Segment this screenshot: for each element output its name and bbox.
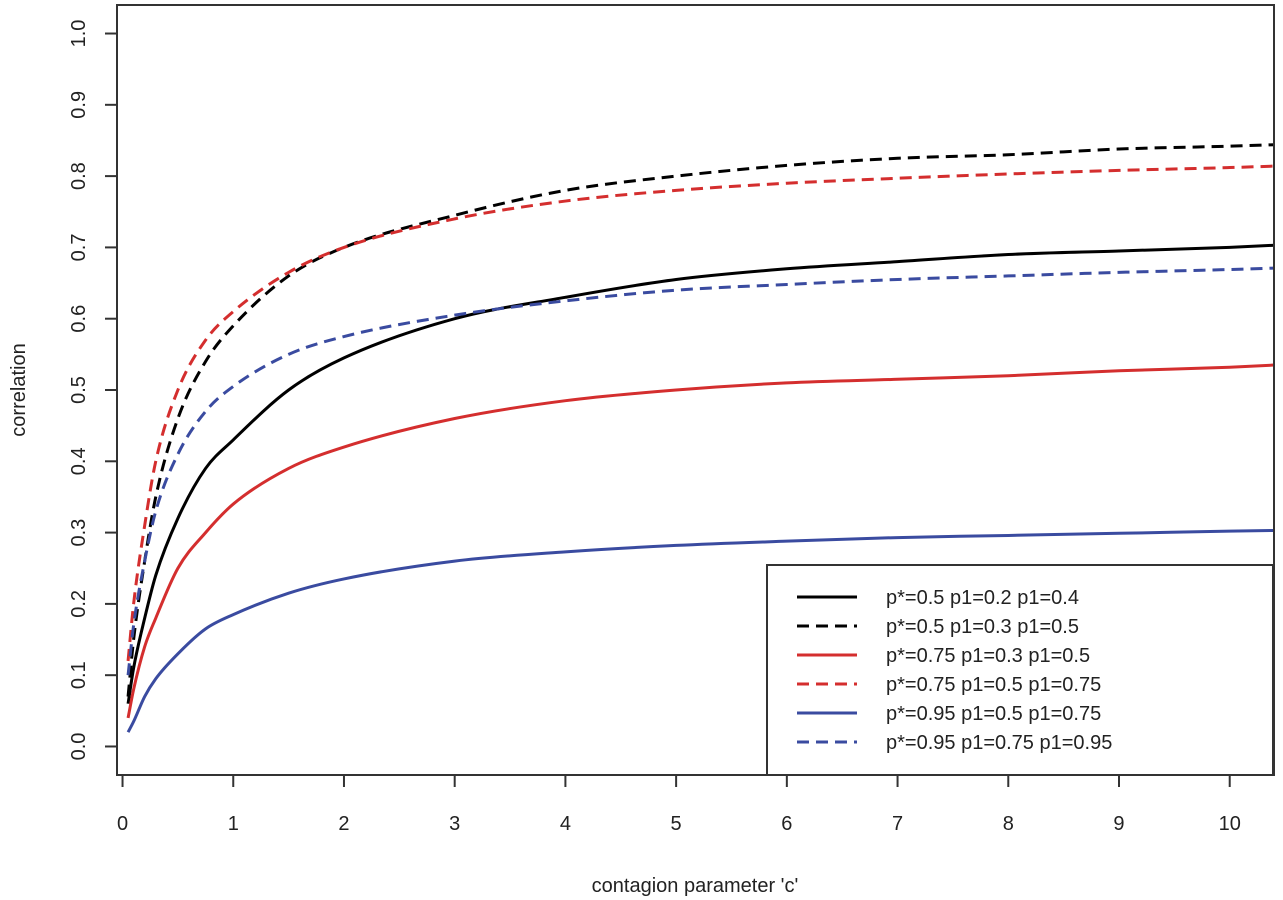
x-tick-label: 3 <box>449 813 460 835</box>
series-line <box>126 243 1275 704</box>
x-tick-label: 5 <box>671 813 682 835</box>
legend-label: p*=0.75 p1=0.5 p1=0.75 <box>886 674 1101 696</box>
x-axis-title: contagion parameter 'c' <box>592 875 799 897</box>
x-axis: 0 1 2 3 4 5 6 7 8 9 10 <box>117 775 1241 835</box>
x-tick-label: 2 <box>338 813 349 835</box>
y-tick-label: 0.0 <box>68 733 90 761</box>
y-axis-title: correlation <box>8 343 30 436</box>
series-lines <box>126 143 1275 733</box>
x-tick-label: 9 <box>1113 813 1124 835</box>
x-tick-label: 0 <box>117 813 128 835</box>
legend: p*=0.5 p1=0.2 p1=0.4 p*=0.5 p1=0.3 p1=0.5… <box>766 564 1274 776</box>
x-tick-label: 6 <box>781 813 792 835</box>
legend-label: p*=0.5 p1=0.3 p1=0.5 <box>886 616 1079 638</box>
legend-label: p*=0.5 p1=0.2 p1=0.4 <box>886 587 1079 609</box>
series-line <box>126 528 1275 733</box>
y-tick-label: 0.7 <box>68 234 90 262</box>
legend-box <box>766 564 1274 776</box>
series-line <box>126 363 1275 719</box>
y-tick-label: 0.4 <box>68 447 90 475</box>
x-tick-label: 8 <box>1003 813 1014 835</box>
x-tick-label: 10 <box>1219 813 1241 835</box>
series-line <box>126 143 1275 697</box>
y-tick-label: 0.9 <box>68 91 90 119</box>
y-tick-label: 0.2 <box>68 590 90 618</box>
y-tick-label: 0.3 <box>68 519 90 547</box>
series-line <box>126 164 1275 662</box>
x-tick-label: 1 <box>228 813 239 835</box>
x-tick-label: 4 <box>560 813 571 835</box>
y-tick-label: 0.6 <box>68 305 90 333</box>
x-tick-label: 7 <box>892 813 903 835</box>
legend-label: p*=0.75 p1=0.3 p1=0.5 <box>886 645 1090 667</box>
y-tick-label: 0.8 <box>68 162 90 190</box>
y-axis: 0.0 0.1 0.2 0.3 0.4 0.5 0.6 0.7 0.8 0.9 1.0 <box>68 20 117 761</box>
y-tick-label: 0.5 <box>68 376 90 404</box>
legend-label: p*=0.95 p1=0.5 p1=0.75 <box>886 703 1101 725</box>
y-tick-label: 1.0 <box>68 20 90 48</box>
legend-label: p*=0.95 p1=0.75 p1=0.95 <box>886 732 1112 754</box>
y-tick-label: 0.1 <box>68 661 90 689</box>
series-line <box>126 266 1275 676</box>
